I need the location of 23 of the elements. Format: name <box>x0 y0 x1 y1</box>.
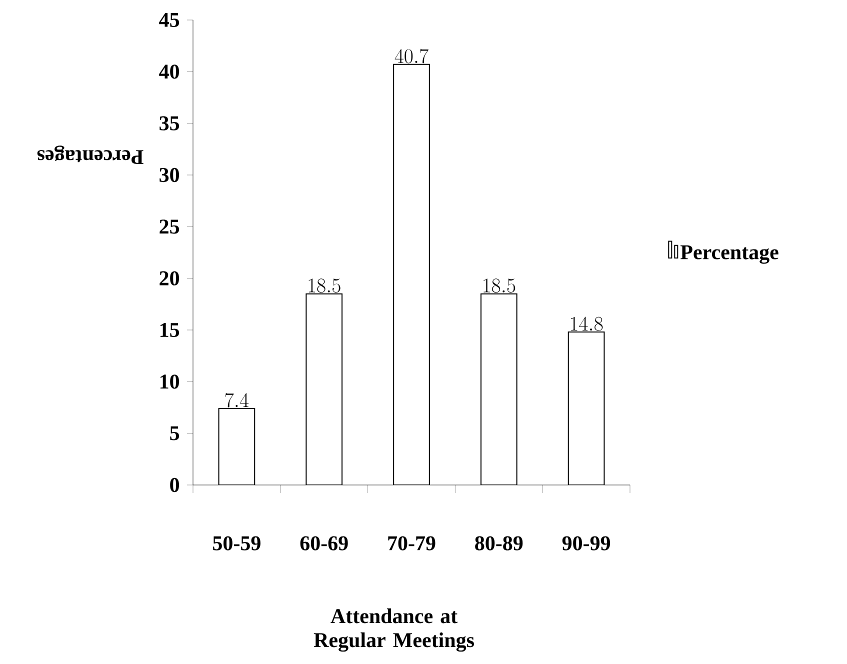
y-tick-label: 15 <box>160 322 180 338</box>
data-label: 7.4 <box>225 392 249 408</box>
data-label: 18.5 <box>484 278 516 293</box>
y-tick-label: 40 <box>159 64 180 79</box>
text: Percentage <box>680 245 778 264</box>
x-tick-label: 60-69 <box>300 536 348 550</box>
y-tick-label: 0 <box>170 478 180 492</box>
y-axis-title: Percentages <box>37 146 144 164</box>
data-label: 14.8 <box>571 316 603 331</box>
y-tick-label: 45 <box>159 12 180 28</box>
x-tick-label: 80-89 <box>475 536 523 550</box>
y-tick-label: 25 <box>160 220 180 234</box>
x-tick-label: 50-59 <box>213 536 260 550</box>
y-tick-label: 30 <box>160 168 180 182</box>
x-axis-title: Attendance at Regular Meetings <box>314 608 474 652</box>
x-tick-label: 70-79 <box>388 536 436 550</box>
x-tick-label: 90-99 <box>562 536 610 550</box>
y-tick-label: 20 <box>160 271 180 286</box>
data-label: 18.5 <box>308 278 340 293</box>
y-tick-label: 35 <box>160 116 180 130</box>
y-tick-label: 5 <box>170 426 180 440</box>
data-label: 40.7 <box>394 48 428 64</box>
y-tick-label: 10 <box>160 374 180 389</box>
